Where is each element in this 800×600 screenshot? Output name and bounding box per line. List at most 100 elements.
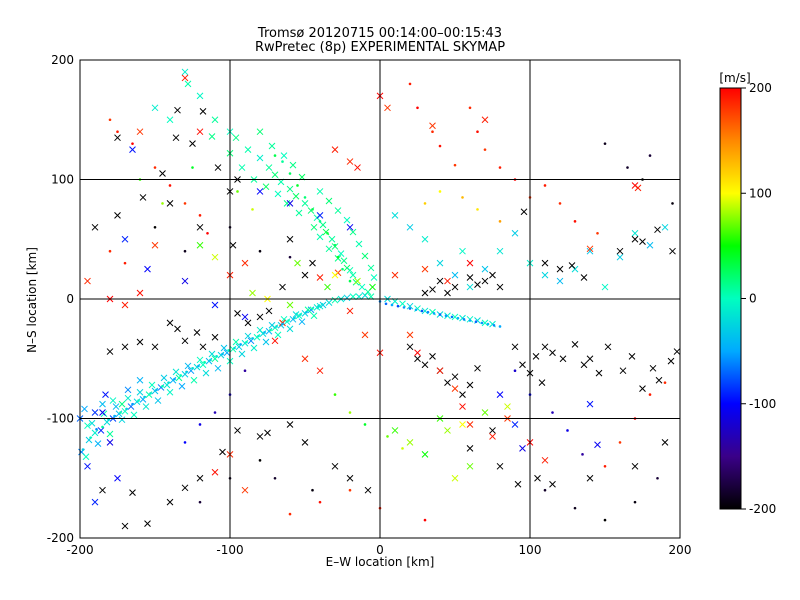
data-point-x bbox=[189, 140, 196, 148]
data-point-dot bbox=[95, 427, 98, 431]
data-point-dot bbox=[108, 118, 112, 122]
data-point-dot bbox=[108, 249, 112, 253]
data-point-dot bbox=[341, 267, 344, 271]
data-point-x bbox=[328, 235, 336, 243]
data-point-x bbox=[429, 353, 436, 360]
data-point-dot bbox=[296, 184, 299, 187]
colorbar-ticks: 200 100 0 -100 -200 bbox=[741, 81, 776, 516]
x-tick-label: -100 bbox=[216, 543, 243, 557]
data-point-x bbox=[154, 397, 162, 404]
data-point-x bbox=[538, 379, 546, 387]
data-point-x bbox=[262, 183, 270, 191]
data-point-dot bbox=[233, 346, 236, 350]
data-point-x bbox=[586, 247, 594, 255]
colorbar-tick-label: 200 bbox=[749, 81, 772, 95]
data-point-dot bbox=[671, 202, 674, 205]
data-point-x bbox=[586, 474, 594, 482]
data-point-dot bbox=[288, 512, 292, 516]
data-point-x bbox=[481, 116, 489, 124]
data-point-x bbox=[283, 200, 291, 207]
data-point-x bbox=[429, 286, 436, 293]
data-point-x bbox=[286, 200, 294, 207]
data-point-dot bbox=[185, 370, 188, 374]
data-point-x bbox=[619, 367, 627, 375]
data-point-dot bbox=[288, 172, 292, 175]
data-point-x bbox=[196, 241, 204, 249]
data-point-dot bbox=[384, 302, 388, 306]
data-point-dot bbox=[191, 367, 194, 370]
data-point-dot bbox=[453, 163, 457, 167]
data-point-dot bbox=[288, 255, 292, 259]
data-point-x bbox=[106, 348, 114, 355]
data-point-x bbox=[354, 277, 361, 285]
data-point-dot bbox=[197, 364, 200, 368]
data-point-x bbox=[325, 245, 333, 253]
data-point-x bbox=[429, 122, 436, 130]
data-point-x bbox=[211, 301, 219, 309]
data-point-x bbox=[444, 289, 451, 297]
y-tick-label: 100 bbox=[51, 173, 74, 187]
data-point-x bbox=[199, 108, 207, 115]
data-point-x bbox=[214, 164, 222, 171]
data-point-x bbox=[238, 350, 246, 358]
data-point-x bbox=[489, 427, 496, 434]
y-axis-ticks: -200 -100 0 100 200 bbox=[47, 53, 86, 545]
data-point-x bbox=[211, 253, 219, 261]
data-point-x bbox=[181, 484, 189, 492]
data-point-dot bbox=[456, 316, 460, 320]
data-point-x bbox=[346, 474, 354, 482]
data-point-dot bbox=[101, 425, 104, 429]
data-point-x bbox=[325, 299, 333, 306]
x-tick-label: -200 bbox=[66, 543, 93, 557]
data-point-x bbox=[234, 427, 241, 434]
data-point-dot bbox=[468, 319, 472, 322]
data-point-dot bbox=[183, 441, 187, 444]
data-point-x bbox=[316, 188, 324, 195]
data-point-dot bbox=[221, 352, 224, 356]
data-point-x bbox=[346, 223, 354, 231]
data-point-x bbox=[646, 241, 654, 249]
data-point-dot bbox=[474, 320, 478, 324]
data-point-x bbox=[631, 462, 639, 470]
grid-layer bbox=[80, 60, 680, 538]
data-point-x bbox=[451, 385, 459, 392]
data-point-x bbox=[466, 445, 474, 452]
data-point-dot bbox=[326, 231, 329, 235]
data-point-dot bbox=[251, 208, 254, 211]
data-point-x bbox=[391, 271, 399, 279]
data-point-dot bbox=[125, 407, 128, 411]
data-point-dot bbox=[476, 208, 479, 211]
data-point-dot bbox=[183, 202, 187, 205]
data-point-x bbox=[354, 164, 361, 171]
data-point-x bbox=[102, 391, 109, 398]
data-point-x bbox=[316, 211, 324, 219]
data-point-x bbox=[244, 332, 252, 340]
data-point-x bbox=[244, 319, 252, 327]
data-point-dot bbox=[348, 488, 352, 492]
data-point-dot bbox=[293, 316, 296, 320]
data-point-dot bbox=[603, 465, 607, 468]
data-point-dot bbox=[273, 154, 277, 157]
data-point-dot bbox=[209, 358, 212, 362]
data-point-x bbox=[459, 247, 466, 255]
data-point-x bbox=[84, 422, 91, 430]
data-point-x bbox=[286, 301, 294, 309]
data-point-x bbox=[639, 385, 646, 392]
data-point-x bbox=[541, 456, 549, 464]
data-point-x bbox=[274, 331, 282, 339]
data-point-x bbox=[144, 520, 151, 528]
data-point-x bbox=[264, 429, 271, 437]
data-point-x bbox=[214, 364, 222, 372]
data-point-x bbox=[166, 388, 174, 396]
data-point-x bbox=[229, 241, 237, 249]
data-point-dot bbox=[317, 304, 320, 308]
data-point-x bbox=[631, 229, 639, 237]
data-point-x bbox=[559, 355, 567, 363]
x-tick-label: 100 bbox=[519, 543, 542, 557]
data-point-x bbox=[151, 104, 159, 112]
data-point-dot bbox=[299, 313, 302, 316]
data-point-x bbox=[84, 277, 91, 285]
data-point-dot bbox=[498, 325, 502, 328]
data-point-x bbox=[114, 474, 121, 482]
